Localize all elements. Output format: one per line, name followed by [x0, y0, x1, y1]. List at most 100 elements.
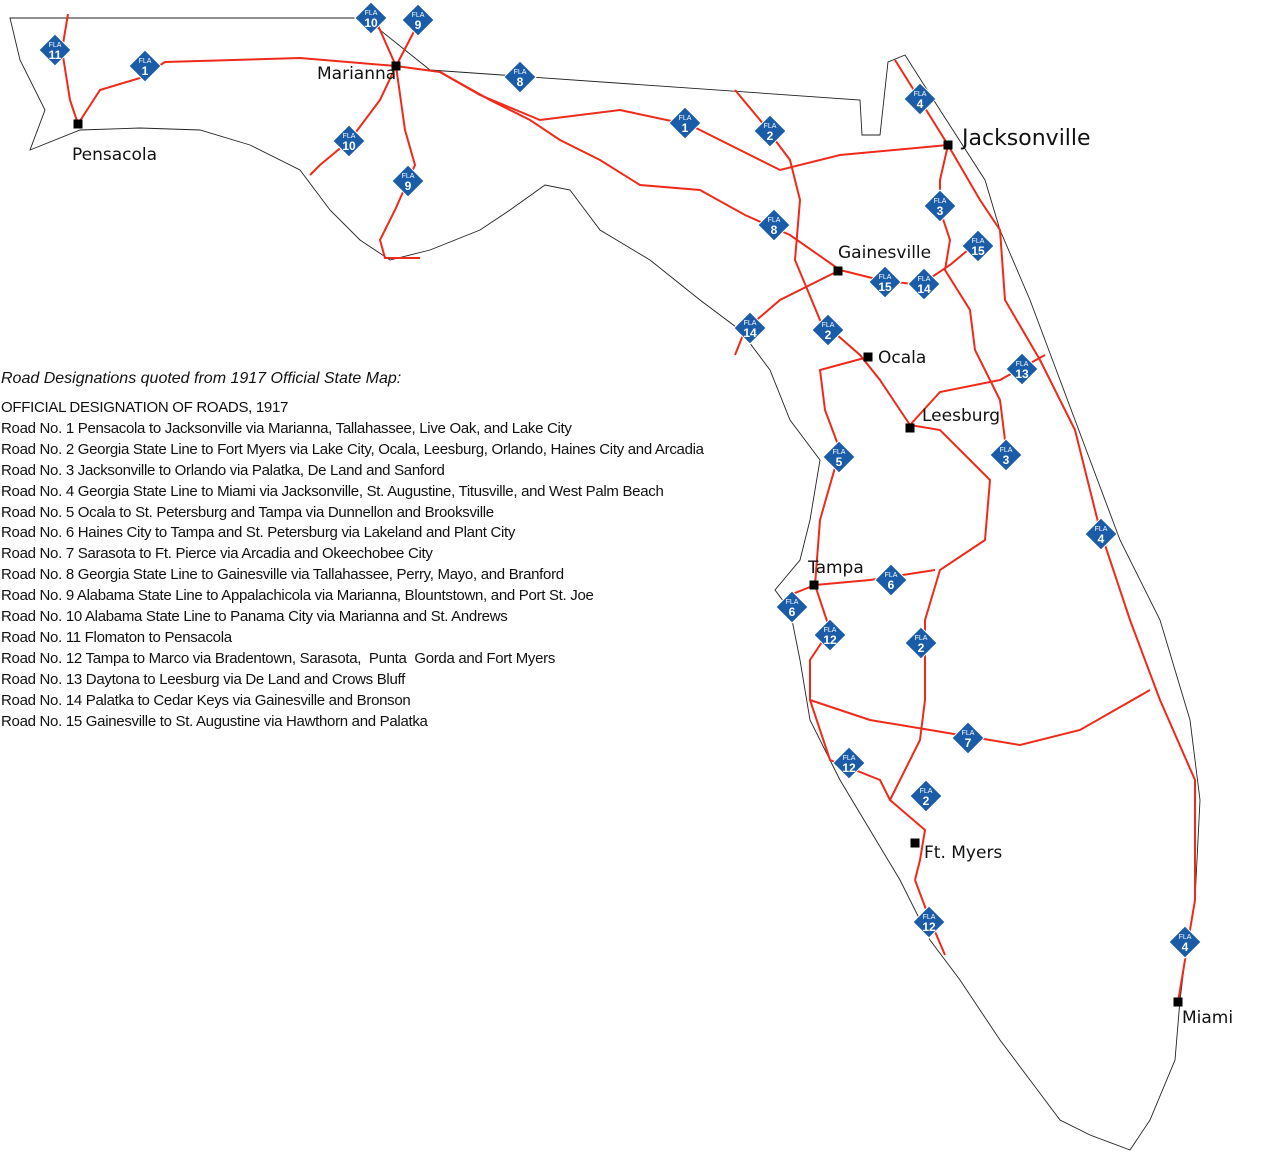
legend-road-7: Road No. 7 Sarasota to Ft. Pierce via Ar… [1, 545, 433, 563]
legend-heading: OFFICIAL DESIGNATION OF ROADS, 1917 [1, 399, 289, 416]
legend-road-13: Road No. 13 Daytona to Leesburg via De L… [1, 670, 405, 688]
city-label: Gainesville [838, 243, 932, 263]
shield-prefix: FLA [972, 238, 985, 245]
shield-diamond-icon [813, 618, 847, 652]
legend-road-5: Road No. 5 Ocala to St. Petersburg and T… [1, 503, 494, 521]
shield-diamond-icon [332, 124, 366, 158]
shield-prefix: FLA [768, 217, 781, 224]
shield-number: 12 [842, 761, 856, 775]
shield-number: 3 [1003, 453, 1010, 467]
shield-diamond-icon [128, 49, 162, 83]
shield-number: 15 [971, 244, 985, 258]
city-label: Marianna [317, 64, 397, 84]
road-line [809, 689, 1151, 747]
shield-number: 15 [878, 280, 892, 294]
shield-diamond-icon [38, 33, 72, 67]
road-line [734, 269, 841, 356]
shield-prefix: FLA [915, 635, 928, 642]
shield-number: 6 [789, 605, 796, 619]
shield-diamond-icon [1168, 925, 1202, 959]
legend-road-9: Road No. 9 Alabama State Line to Appalac… [1, 587, 594, 605]
legend-road-15: Road No. 15 Gainesville to St. Augustine… [1, 712, 428, 730]
shield-number: 4 [1182, 940, 1189, 954]
shield-number: 6 [888, 578, 895, 592]
shield-number: 7 [965, 736, 972, 750]
legend-road-10: Road No. 10 Alabama State Line to Panama… [1, 608, 508, 626]
shield-prefix: FLA [744, 320, 757, 327]
shield-diamond-icon [401, 3, 435, 37]
legend-road-1: Road No. 1 Pensacola to Jacksonville via… [1, 419, 572, 437]
shield-diamond-icon [811, 313, 845, 347]
shield-number: 5 [836, 455, 843, 469]
shield-diamond-icon [832, 746, 866, 780]
shield-diamond-icon [923, 189, 957, 223]
city-label: Ft. Myers [924, 843, 1003, 863]
shield-diamond-icon [391, 164, 425, 198]
city-label: Miami [1182, 1008, 1234, 1028]
shield-diamond-icon [989, 438, 1023, 472]
shield-diamond-icon [907, 267, 941, 301]
shield-number: 9 [415, 18, 422, 32]
shield-diamond-icon [868, 265, 902, 299]
shield-diamond-icon [874, 563, 908, 597]
road-line [894, 59, 1196, 1003]
shield-diamond-icon [668, 106, 702, 140]
shield-number: 8 [517, 75, 524, 89]
shield-prefix: FLA [1095, 526, 1108, 533]
shield-diamond-icon [822, 440, 856, 474]
shield-diamond-icon [354, 1, 388, 35]
shield-diamond-icon [961, 229, 995, 263]
legend-road-14: Road No. 14 Palatka to Cedar Keys via Ga… [1, 691, 411, 709]
shield-prefix: FLA [885, 572, 898, 579]
legend-road-4: Road No. 4 Georgia State Line to Miami v… [1, 482, 664, 500]
state-outline [9, 17, 1201, 1151]
shield-number: 1 [682, 121, 689, 135]
shield-prefix: FLA [934, 198, 947, 205]
legend-road-6: Road No. 6 Haines City to Tampa and St. … [1, 524, 516, 542]
shield-number: 1 [142, 64, 149, 78]
road-line [939, 144, 1006, 441]
city-marker [809, 580, 819, 590]
city-label: Leesburg [922, 406, 1000, 426]
shield-diamond-icon [1084, 517, 1118, 551]
shield-prefix: FLA [764, 123, 777, 130]
legend-title: Road Designations quoted from 1917 Offic… [1, 370, 402, 387]
shield-number: 10 [364, 16, 378, 30]
shield-number: 8 [771, 223, 778, 237]
shield-diamond-icon [1005, 352, 1039, 386]
city-marker [1173, 997, 1183, 1007]
city-markers [73, 61, 1183, 1007]
shield-number: 13 [1015, 367, 1029, 381]
shield-prefix: FLA [343, 133, 356, 140]
shield-number: 10 [342, 139, 356, 153]
shield-number: 2 [918, 641, 925, 655]
shield-number: 2 [767, 129, 774, 143]
shield-prefix: FLA [412, 12, 425, 19]
city-marker [905, 423, 915, 433]
shield-number: 4 [1098, 532, 1105, 546]
city-label: Jacksonville [962, 126, 1091, 151]
shield-prefix: FLA [402, 173, 415, 180]
shield-diamond-icon [757, 208, 791, 242]
